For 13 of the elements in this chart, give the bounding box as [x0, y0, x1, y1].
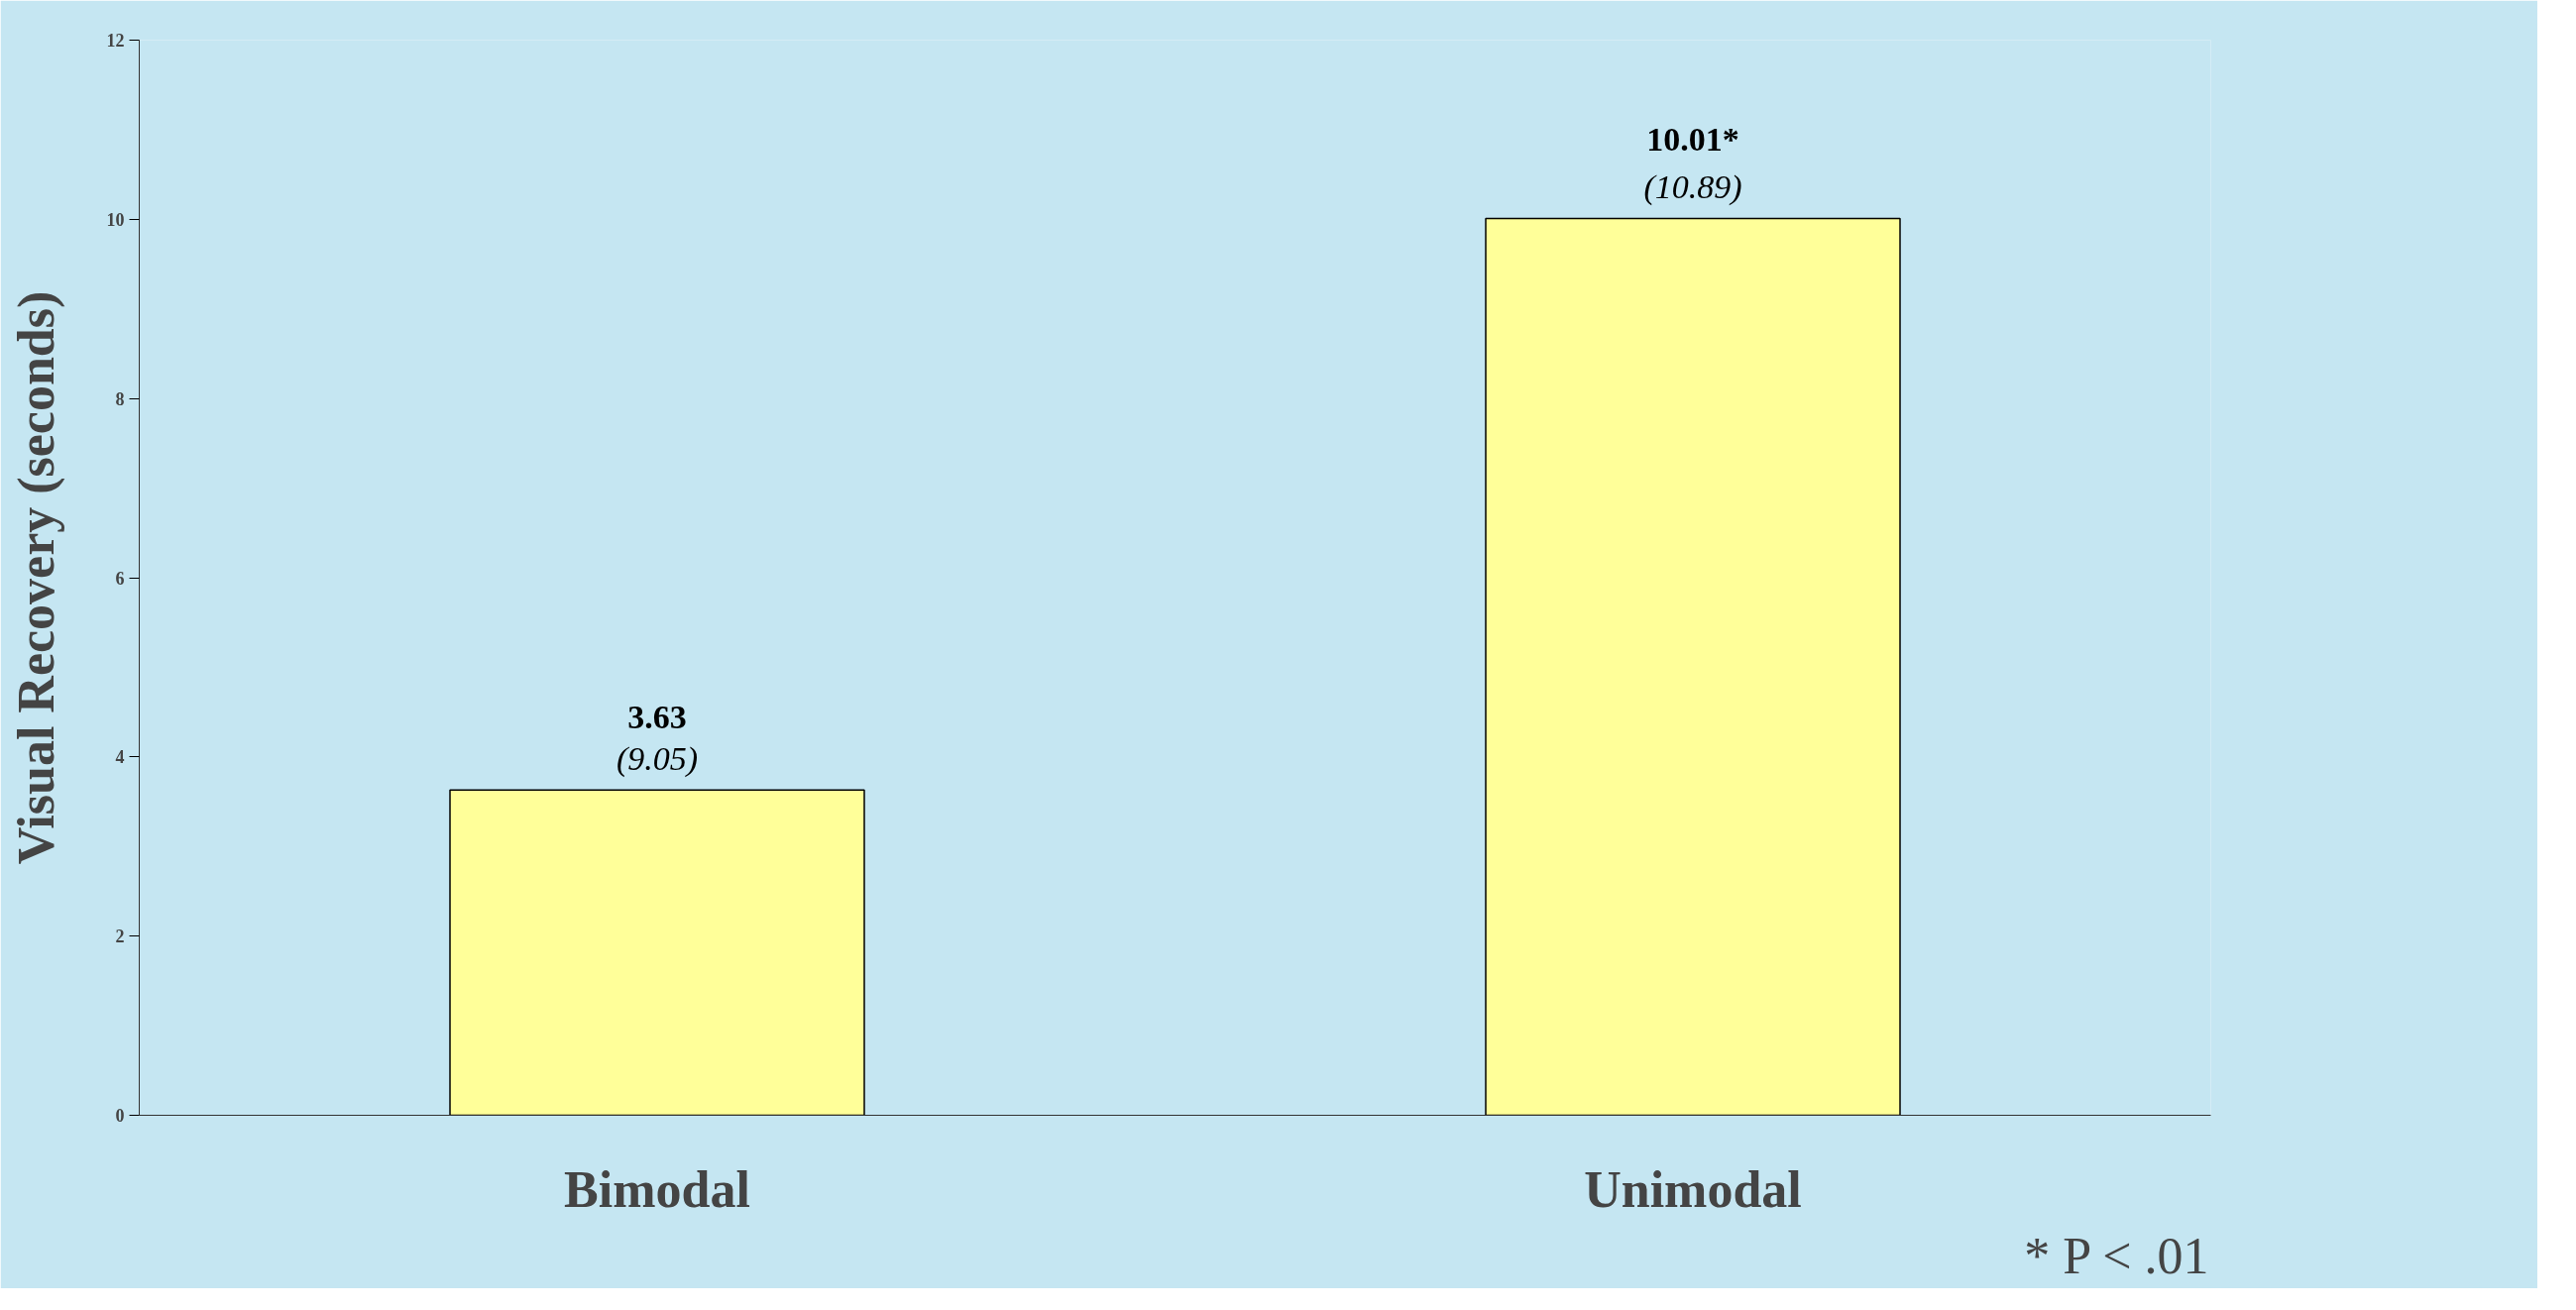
y-tick-label: 0 — [115, 1106, 125, 1126]
y-tick-label: 2 — [115, 927, 125, 947]
y-tick-label: 10 — [106, 209, 125, 230]
x-tick-label: Unimodal — [1584, 1160, 1802, 1218]
data-label: 3.63 (9.05) — [616, 699, 699, 779]
y-axis-title: Visual Recovery (seconds) — [7, 290, 65, 865]
data-label: 10.01* (10.89) — [1643, 120, 1742, 207]
text: * P < .01 — [2024, 1227, 2209, 1284]
y-tick-label: 4 — [115, 747, 125, 768]
y-tick-label: 6 — [115, 568, 125, 589]
x-tick-label: Bimodal — [564, 1160, 750, 1218]
y-tick-label: 8 — [115, 388, 125, 409]
y-tick-label: 12 — [106, 31, 125, 51]
